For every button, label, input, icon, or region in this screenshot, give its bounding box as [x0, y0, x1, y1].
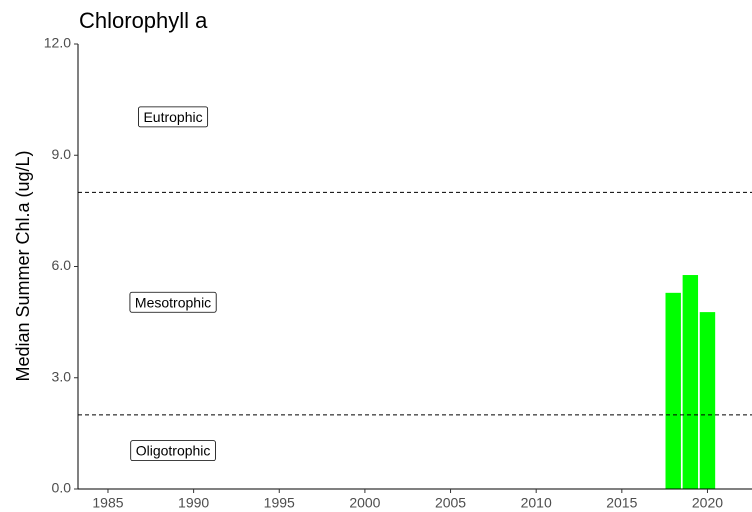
x-tick-label: 2015 — [606, 495, 637, 511]
x-tick-label: 2020 — [692, 495, 723, 511]
annotation-box — [129, 291, 217, 313]
x-tick-label: 2005 — [435, 495, 466, 511]
bar — [682, 275, 699, 489]
y-tick-label: 0.0 — [52, 480, 72, 496]
x-tick-label: 1985 — [92, 495, 123, 511]
annotation-box — [130, 440, 216, 462]
annotation-label: Mesotrophic — [135, 294, 211, 310]
x-tick-label: 1990 — [178, 495, 209, 511]
annotation-label: Eutrophic — [143, 109, 202, 125]
y-tick-label: 9.0 — [52, 146, 72, 162]
bar — [665, 292, 681, 489]
y-tick-label: 12.0 — [44, 35, 71, 51]
y-tick-label: 6.0 — [52, 257, 72, 273]
x-tick-label: 1995 — [264, 495, 295, 511]
y-axis-label: Median Summer Chl.a (ug/L) — [13, 150, 33, 381]
bar — [699, 312, 716, 489]
y-tick-label: 3.0 — [52, 368, 72, 384]
chart-title: Chlorophyll a — [79, 8, 208, 33]
x-tick-label: 2000 — [349, 495, 380, 511]
annotation-label: Oligotrophic — [136, 443, 211, 459]
x-tick-label: 2010 — [521, 495, 552, 511]
annotation-box — [138, 106, 209, 128]
